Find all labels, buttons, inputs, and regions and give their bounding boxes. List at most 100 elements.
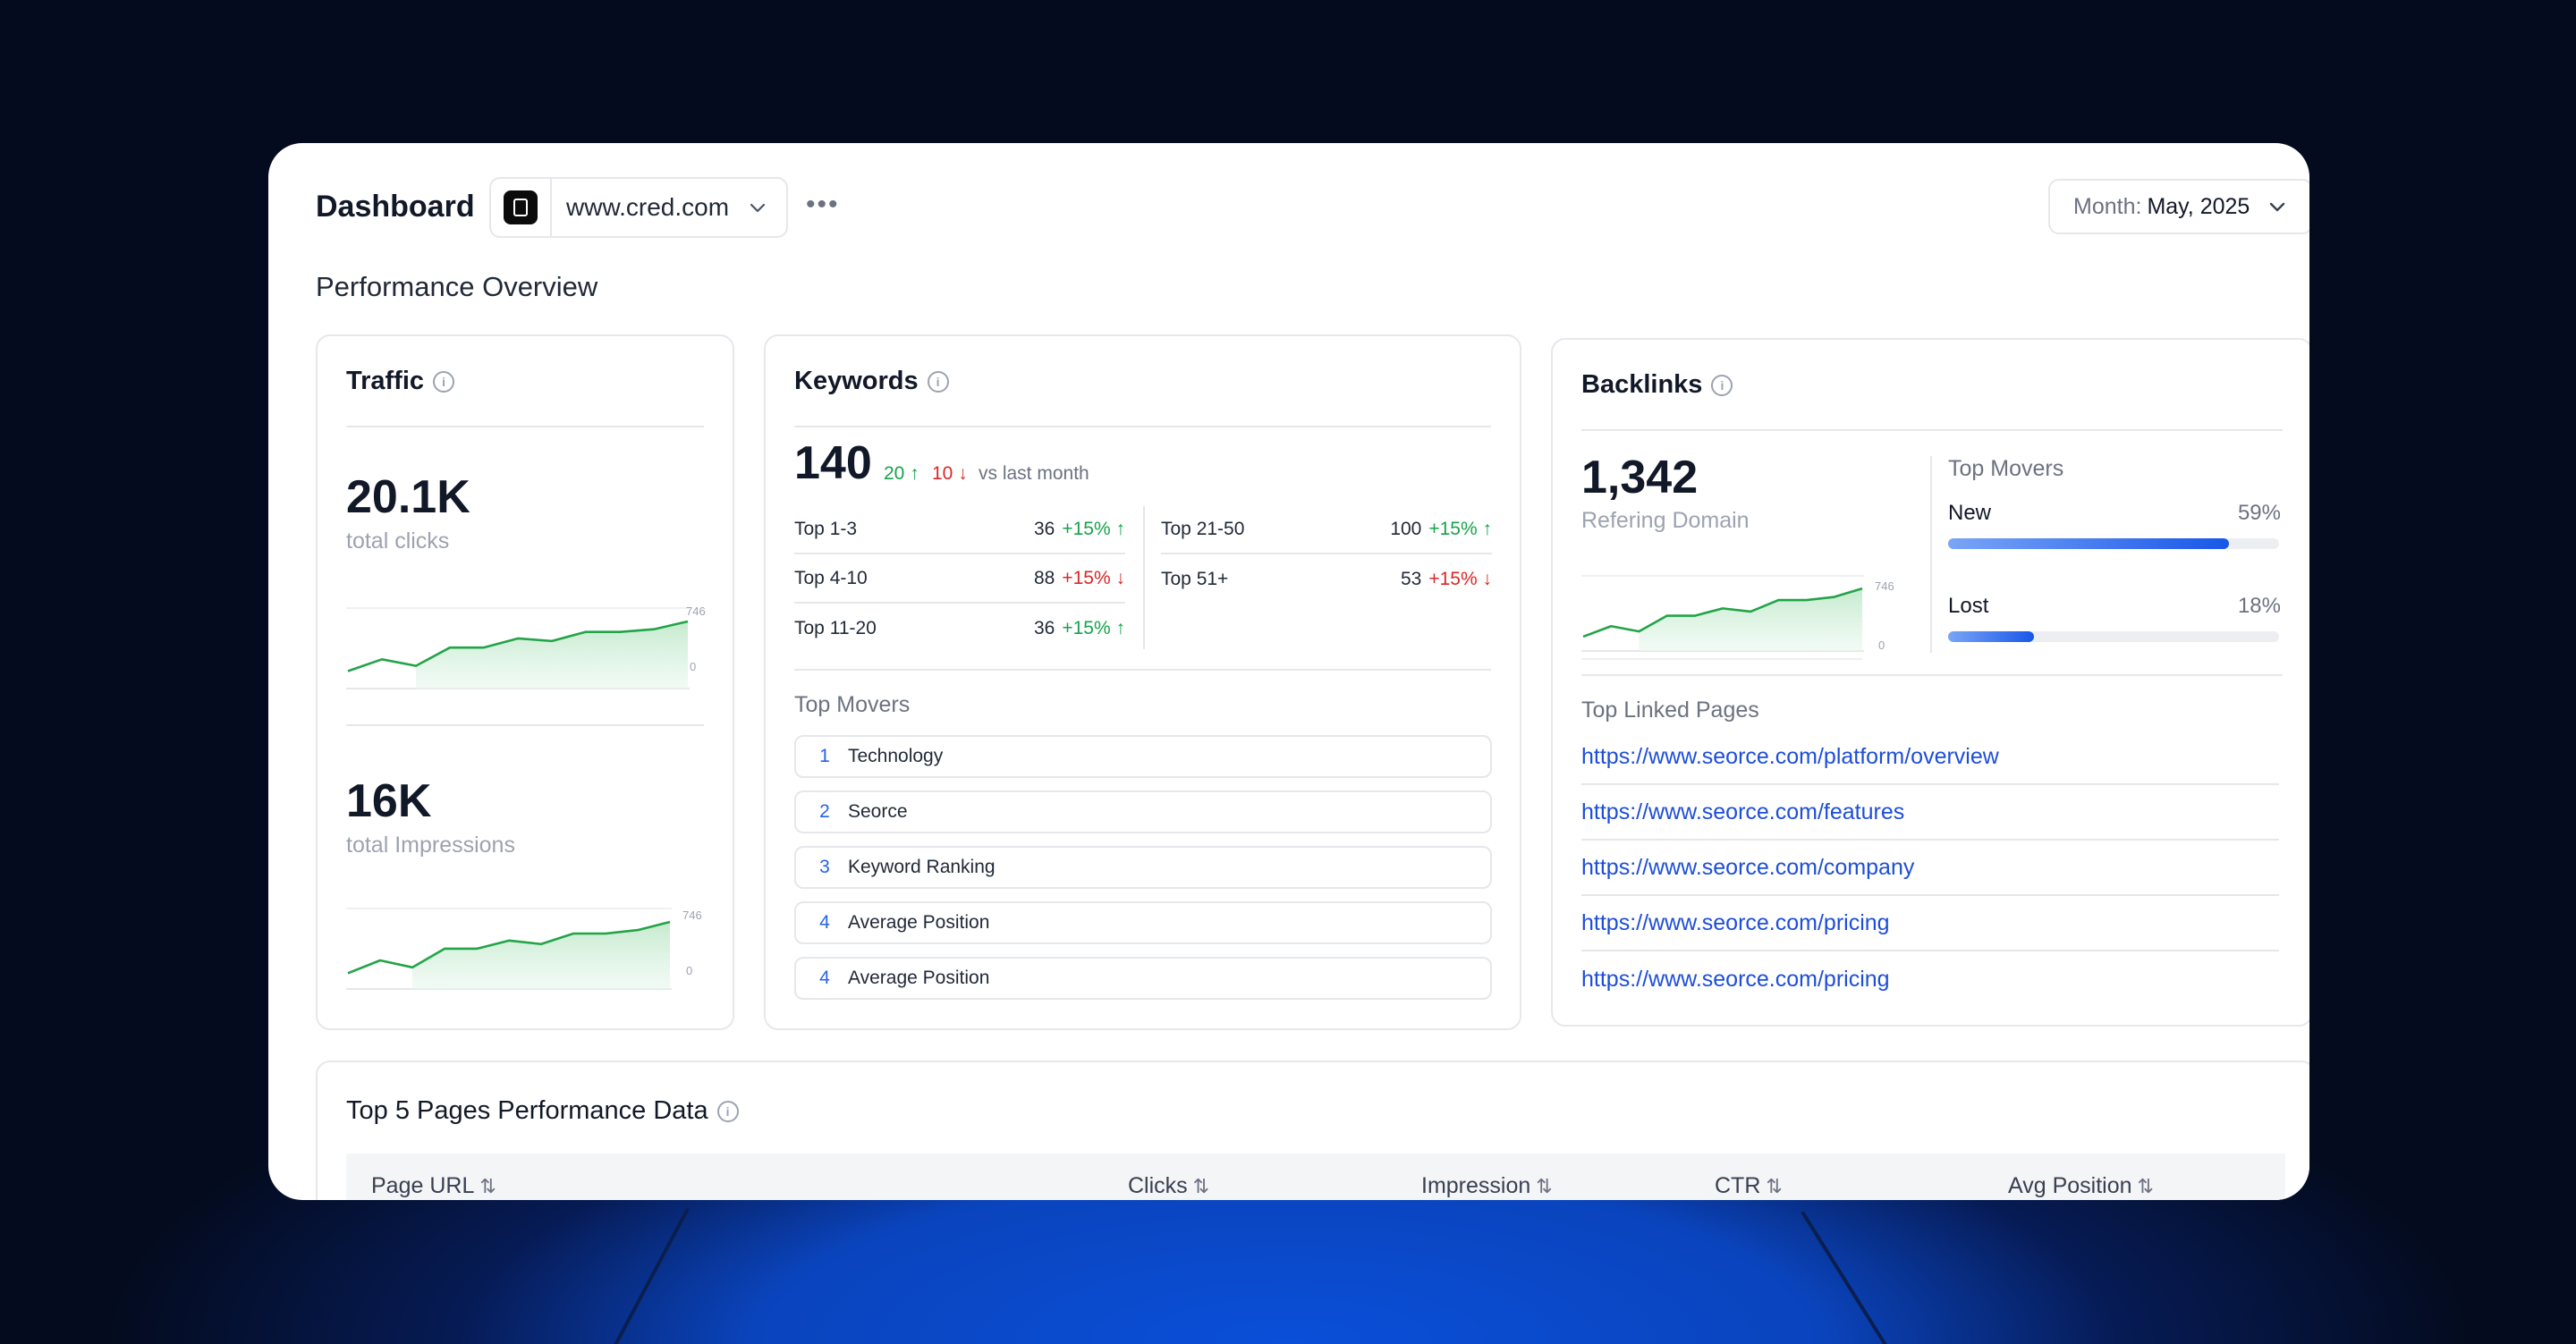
site-selector[interactable]: www.cred.com	[489, 177, 788, 238]
rank-change: +15% ↑	[1428, 519, 1493, 539]
rank-value: 88	[1034, 568, 1055, 588]
linked-page-link[interactable]: https://www.seorce.com/pricing	[1581, 909, 1890, 935]
info-icon[interactable]: i	[716, 1100, 739, 1122]
linked-page-link[interactable]: https://www.seorce.com/platform/overview	[1581, 743, 1999, 769]
month-value: May, 2025	[2147, 193, 2250, 219]
traffic-card: Traffic i 20.1K total clicks 746 0 16K t…	[316, 334, 734, 1030]
linked-page-row: https://www.seorce.com/company	[1581, 841, 2279, 896]
divider	[1581, 429, 2283, 431]
backlinks-sparkline	[1581, 575, 1864, 652]
month-label: Month:	[2073, 193, 2142, 219]
rank-change: +15% ↓	[1428, 569, 1492, 589]
linked-page-row: https://www.seorce.com/pricing	[1581, 951, 2279, 1007]
sort-icon[interactable]: ⇅	[1536, 1175, 1553, 1197]
axis-min-label: 0	[690, 660, 697, 673]
rank-row: Top 1-3 36 +15% ↑	[794, 506, 1125, 554]
impressions-value: 16K	[346, 775, 432, 827]
page-title: Dashboard	[316, 190, 475, 224]
mover-item[interactable]: 2 Seorce	[794, 790, 1492, 833]
rank-change: +15% ↑	[1062, 618, 1126, 638]
vs-last-month-label: vs last month	[979, 463, 1089, 484]
sparkline-line	[347, 620, 689, 672]
linked-page-row: https://www.seorce.com/features	[1581, 785, 2279, 841]
rank-label: Top 21-50	[1161, 519, 1245, 539]
linked-page-link[interactable]: https://www.seorce.com/features	[1581, 799, 1905, 824]
mover-item[interactable]: 4 Average Position	[794, 957, 1492, 1000]
rank-row: Top 21-50 100 +15% ↑	[1161, 506, 1492, 554]
mover-item[interactable]: 4 Average Position	[794, 901, 1492, 944]
divider	[794, 669, 1491, 671]
backlinks-card: Backlinks i 1,342 Refering Domain 746 0 …	[1551, 338, 2309, 1027]
sort-icon[interactable]: ⇅	[479, 1175, 496, 1197]
rank-label: Top 4-10	[794, 568, 868, 588]
info-icon[interactable]: i	[1711, 374, 1733, 396]
rank-row: Top 4-10 88 +15% ↓	[794, 555, 1125, 604]
mover-name: Average Position	[848, 912, 990, 933]
info-icon[interactable]: i	[927, 370, 949, 393]
sort-icon[interactable]: ⇅	[1192, 1175, 1210, 1197]
divider	[346, 426, 704, 427]
new-progress-bar	[1948, 538, 2279, 549]
sparkline-line	[1582, 587, 1863, 638]
mover-item[interactable]: 3 Keyword Ranking	[794, 846, 1492, 889]
keywords-card: Keywords i 140 20 ↑ 10 ↓ vs last month T…	[764, 334, 1521, 1030]
chevron-down-icon	[750, 203, 766, 213]
keywords-total: 140	[794, 437, 872, 489]
divider	[1581, 658, 1862, 660]
divider	[1930, 456, 1932, 653]
rank-value: 36	[1034, 519, 1055, 539]
mover-item[interactable]: 1 Technology	[794, 735, 1492, 778]
top-pages-title: Top 5 Pages Performance Data	[346, 1096, 708, 1125]
table-header: Page URL ⇅ Clicks ⇅ Impression ⇅ CTR ⇅ Avg P…	[346, 1154, 2285, 1200]
divider	[1143, 506, 1145, 649]
month-selector[interactable]: Month: May, 2025	[2048, 179, 2309, 234]
keywords-title: Keywords	[794, 367, 919, 395]
arrow-up-icon: ↑	[1115, 618, 1126, 638]
linked-page-row: https://www.seorce.com/platform/overview	[1581, 730, 2279, 785]
traffic-title: Traffic	[346, 367, 425, 395]
arrow-up-icon: ↑	[1482, 519, 1493, 539]
lost-progress-fill	[1948, 631, 2034, 642]
rank-label: Top 11-20	[794, 618, 877, 638]
axis-max-label: 746	[1875, 579, 1894, 593]
axis-min-label: 0	[1878, 638, 1885, 652]
rank-change: +15% ↑	[1062, 519, 1125, 539]
rank-value: 100	[1390, 519, 1422, 539]
top-linked-pages-title: Top Linked Pages	[1581, 697, 1759, 723]
dashboard-window: Dashboard www.cred.com ••• Month: May, 2…	[268, 143, 2309, 1200]
rank-label: Top 1-3	[794, 519, 858, 539]
divider	[1581, 674, 2283, 676]
rank-value: 36	[1034, 618, 1055, 638]
backlinks-title: Backlinks	[1581, 370, 1703, 399]
mover-name: Keyword Ranking	[848, 857, 996, 877]
sort-icon[interactable]: ⇅	[2137, 1175, 2154, 1197]
top-movers-title: Top Movers	[794, 692, 911, 717]
sparkline-area	[1639, 588, 1862, 651]
linked-page-link[interactable]: https://www.seorce.com/company	[1581, 854, 1915, 880]
rank-row: Top 51+ 53 +15% ↓	[1161, 555, 1492, 604]
rank-change: +15% ↓	[1062, 568, 1125, 588]
rank-label: Top 51+	[1161, 569, 1229, 589]
clicks-label: total clicks	[346, 528, 450, 554]
mover-rank: 3	[819, 857, 830, 877]
referring-domain-label: Refering Domain	[1581, 508, 1750, 533]
new-percent: 59%	[2237, 501, 2281, 525]
column-header-ctr[interactable]: CTR ⇅	[1715, 1173, 1783, 1198]
rank-value: 53	[1401, 569, 1422, 589]
mover-rank: 1	[819, 746, 830, 766]
column-header-impression[interactable]: Impression ⇅	[1421, 1173, 1553, 1198]
section-title: Performance Overview	[316, 271, 598, 302]
more-options-button[interactable]: •••	[806, 190, 840, 219]
site-logo	[504, 190, 538, 224]
column-header-page-url[interactable]: Page URL ⇅	[371, 1173, 496, 1198]
column-header-clicks[interactable]: Clicks ⇅	[1128, 1173, 1210, 1198]
column-header-avg-position[interactable]: Avg Position ⇅	[2008, 1173, 2154, 1198]
impressions-sparkline	[346, 908, 672, 990]
mover-rank: 4	[819, 912, 830, 933]
sparkline-area	[416, 621, 688, 689]
sort-icon[interactable]: ⇅	[1766, 1175, 1783, 1197]
lost-percent: 18%	[2237, 594, 2281, 618]
info-icon[interactable]: i	[433, 370, 455, 393]
mover-rank: 4	[819, 968, 830, 988]
linked-page-link[interactable]: https://www.seorce.com/pricing	[1581, 966, 1890, 992]
